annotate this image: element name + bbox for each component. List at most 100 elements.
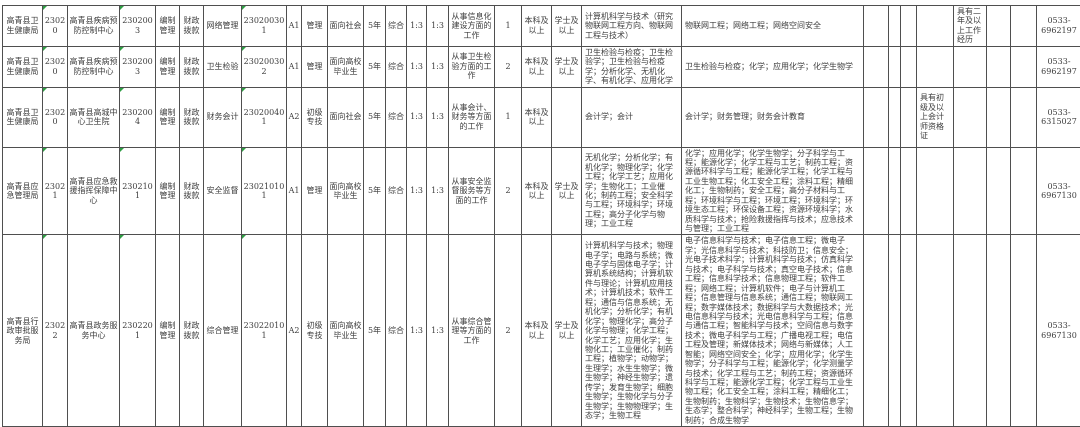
cell-unit-name: 高青县高城中心卫生院 [68, 87, 120, 147]
cell-post-code: 230200301 [242, 6, 287, 47]
cell-other-requirement-a [917, 46, 954, 87]
cell-department: 高青县卫生健康局 [3, 46, 43, 87]
cell-other-requirement-a [917, 6, 954, 47]
cell-blank-4 [987, 6, 1011, 47]
cell-post-name: 财务会计 [204, 87, 242, 147]
cell-ratio-interview: 1:3 [427, 46, 449, 87]
cell-ratio-interview: 1:3 [427, 87, 449, 147]
cell-post-code: 230200401 [242, 87, 287, 147]
cell-post-level: 初级专技 [302, 87, 328, 147]
cell-post-class: A1 [287, 147, 302, 235]
cell-blank-1 [864, 147, 889, 235]
cell-other-requirement-b [954, 147, 987, 235]
cell-post-code: 230210101 [242, 147, 287, 235]
cell-education-req: 本科及以上 [522, 46, 552, 87]
cell-establishment-type: 编制管理 [156, 147, 180, 235]
cell-degree-req [552, 87, 582, 147]
cell-post-name: 安全监督 [204, 147, 242, 235]
cell-blank-3 [901, 147, 917, 235]
cell-education-req: 本科及以上 [522, 235, 552, 427]
cell-unit-code: 2302101 [120, 147, 156, 235]
cell-establishment-type: 编制管理 [156, 87, 180, 147]
cell-post-level: 管理 [302, 147, 328, 235]
cell-post-level: 初级专技 [302, 235, 328, 427]
cell-post-class: A1 [287, 6, 302, 47]
cell-ratio-open: 1:3 [407, 147, 427, 235]
cell-degree-req: 学士及以上 [552, 46, 582, 87]
table-row: 高青县应急管理局 23021 高青县应急救援指挥保障中心 2302101 编制管… [3, 147, 1080, 235]
cell-blank-3 [901, 46, 917, 87]
cell-blank-2 [889, 87, 901, 147]
cell-blank-1 [864, 6, 889, 47]
cell-recruit-scope: 面向高校毕业生 [328, 46, 364, 87]
cell-job-duties: 从事综合管理等方面的工作 [449, 235, 495, 427]
cell-funding-source: 财政拨款 [180, 87, 204, 147]
cell-job-duties: 从事信息化建设方面的工作 [449, 6, 495, 47]
cell-post-code: 230200302 [242, 46, 287, 87]
cell-service-years: 5年 [364, 235, 386, 427]
cell-other-requirement-a [917, 235, 954, 427]
cell-recruit-scope: 面向社会 [328, 6, 364, 47]
cell-post-code: 230220101 [242, 235, 287, 427]
cell-unit-name: 高青县疾病预防控制中心 [68, 6, 120, 47]
cell-headcount: 1 [495, 6, 522, 47]
cell-blank-2 [889, 6, 901, 47]
cell-other-requirement-a [917, 147, 954, 235]
cell-ratio-interview: 1:3 [427, 147, 449, 235]
cell-education-req: 本科及以上 [522, 6, 552, 47]
cell-blank-4 [987, 147, 1011, 235]
cell-post-name: 网络管理 [204, 6, 242, 47]
cell-post-name: 综合管理 [204, 235, 242, 427]
cell-recruit-scope: 面向社会 [328, 87, 364, 147]
cell-headcount: 1 [495, 87, 522, 147]
cell-blank-4 [987, 87, 1011, 147]
cell-ratio-open: 1:3 [407, 87, 427, 147]
cell-department: 高青县卫生健康局 [3, 6, 43, 47]
cell-blank-3 [901, 6, 917, 47]
cell-funding-source: 财政拨款 [180, 147, 204, 235]
cell-degree-req: 学士及以上 [552, 235, 582, 427]
cell-blank-5 [1011, 6, 1037, 47]
cell-contact-phone: 0533-6967130 [1037, 147, 1080, 235]
cell-service-years: 5年 [364, 46, 386, 87]
cell-post-class: A2 [287, 87, 302, 147]
cell-department: 高青县卫生健康局 [3, 87, 43, 147]
cell-blank-2 [889, 235, 901, 427]
table-row: 高青县卫生健康局 23020 高青县疾病预防控制中心 2302003 编制管理 … [3, 46, 1080, 87]
cell-department-code: 23021 [43, 147, 68, 235]
cell-education-req: 本科及以上 [522, 147, 552, 235]
cell-recruit-scope: 面向高校毕业生 [328, 235, 364, 427]
cell-blank-4 [987, 46, 1011, 87]
cell-establishment-type: 编制管理 [156, 235, 180, 427]
cell-service-years: 5年 [364, 87, 386, 147]
cell-unit-code: 2302004 [120, 87, 156, 147]
cell-ratio-open: 1:3 [407, 46, 427, 87]
cell-ratio-open: 1:3 [407, 235, 427, 427]
cell-education-req: 本科及以上 [522, 87, 552, 147]
cell-department-code: 23020 [43, 87, 68, 147]
cell-graduate-majors: 计算机科学与技术（研究物联网工程方向、物联网工程与技术） [582, 6, 682, 47]
cell-undergraduate-majors: 会计学；财务管理；财务会计教育 [682, 87, 864, 147]
cell-unit-name: 高青县疾病预防控制中心 [68, 46, 120, 87]
cell-exam-category: 综合 [386, 87, 407, 147]
cell-blank-2 [889, 147, 901, 235]
cell-post-level: 管理 [302, 6, 328, 47]
cell-exam-category: 综合 [386, 147, 407, 235]
cell-graduate-majors: 计算机科学与技术；物理电子学；电路与系统；微电子学与固体电子学；计算机系统结构；… [582, 235, 682, 427]
job-postings-table: 高青县卫生健康局 23020 高青县疾病预防控制中心 2302003 编制管理 … [2, 5, 1080, 427]
cell-post-class: A1 [287, 46, 302, 87]
cell-exam-category: 综合 [386, 235, 407, 427]
cell-other-requirement-b [954, 87, 987, 147]
cell-undergraduate-majors: 化学；应用化学；化学生物学；分子科学与工程；能源化学；化学工程与工艺；制药工程；… [682, 147, 864, 235]
cell-contact-phone: 0533-6962197 [1037, 46, 1080, 87]
table-row: 高青县卫生健康局 23020 高青县疾病预防控制中心 2302003 编制管理 … [3, 6, 1080, 47]
cell-degree-req: 学士及以上 [552, 6, 582, 47]
cell-blank-1 [864, 235, 889, 427]
cell-contact-phone: 0533-6315027 [1037, 87, 1080, 147]
cell-exam-category: 综合 [386, 6, 407, 47]
cell-undergraduate-majors: 卫生检验与检疫；化学；应用化学；化学生物学 [682, 46, 864, 87]
cell-headcount: 2 [495, 147, 522, 235]
cell-unit-code: 2302003 [120, 6, 156, 47]
cell-unit-code: 2302003 [120, 46, 156, 87]
cell-establishment-type: 编制管理 [156, 46, 180, 87]
